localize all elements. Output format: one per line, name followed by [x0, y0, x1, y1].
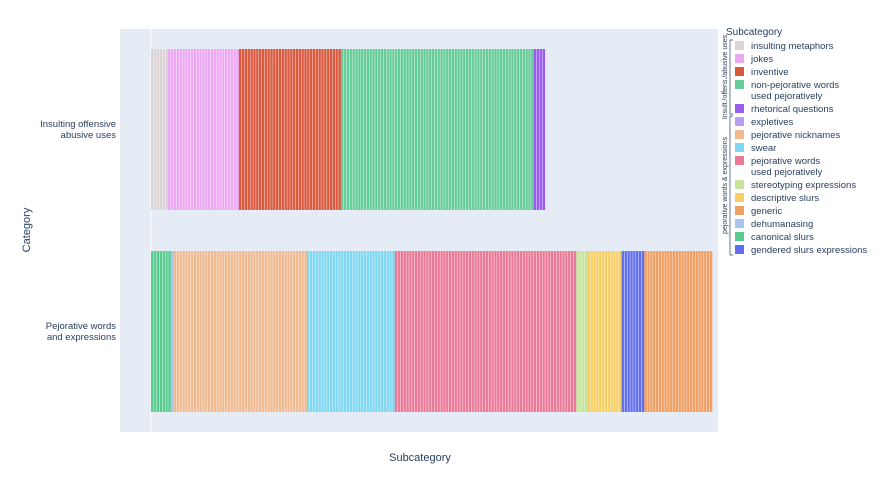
- legend-item-inventive[interactable]: inventive: [751, 67, 789, 78]
- y-axis-title: Category: [21, 207, 33, 252]
- bar-swear-2[interactable]: [306, 251, 395, 412]
- legend-swatch-pejorative-words-used-pejoratively[interactable]: [735, 156, 744, 165]
- x-axis-title: Subcategory: [389, 452, 451, 464]
- legend: Subcategory insulting metaphors jokes inve…: [722, 27, 867, 256]
- category-ticks: Insulting offensive abusive uses Pejorativ…: [40, 119, 116, 343]
- legend-item-stereotyping-expressions[interactable]: stereotyping expressions: [751, 180, 856, 191]
- legend-item-insulting-metaphors[interactable]: insulting metaphors: [751, 41, 834, 52]
- legend-item-dehumanasing[interactable]: dehumanasing: [751, 219, 813, 230]
- legend-item-rhetorical-questions[interactable]: rhetorical questions: [751, 104, 834, 115]
- legend-item-pejorative-nicknames[interactable]: pejorative nicknames: [751, 130, 840, 141]
- legend-item-canonical-slurs[interactable]: canonical slurs: [751, 232, 814, 243]
- bar-pejorative-nicknames-2[interactable]: [173, 251, 307, 412]
- legend-swatch-canonical-slurs[interactable]: [735, 232, 744, 241]
- legend-swatch-descriptive-slurs[interactable]: [735, 193, 744, 202]
- legend-swatch-stereotyping-expressions[interactable]: [735, 180, 744, 189]
- legend-group-bracket: [729, 39, 733, 115]
- legend-swatch-gendered-slurs-expressions[interactable]: [735, 245, 744, 254]
- legend-group-bracket: [729, 115, 733, 256]
- legend-item-swear[interactable]: swear: [751, 143, 776, 154]
- category-tick-label: Insulting offensive abusive uses: [40, 119, 116, 141]
- legend-swatch-pejorative-nicknames[interactable]: [735, 130, 744, 139]
- legend-item-pejorative-words-used-pejoratively[interactable]: pejorative words used pejoratively: [751, 156, 823, 178]
- legend-item-non-pejorative-words-used-pejoratively[interactable]: non-pejorative words used pejoratively: [751, 80, 839, 102]
- legend-group-title: Insult./offens./abusive uses: [722, 34, 729, 119]
- category-tick-label: Pejorative words and expressions: [46, 321, 116, 343]
- legend-item-gendered-slurs-expressions[interactable]: gendered slurs expressions: [751, 245, 867, 256]
- legend-swatch-generic[interactable]: [735, 206, 744, 215]
- bar-jokes-1[interactable]: [168, 49, 239, 210]
- legend-item-expletives[interactable]: expletives: [751, 117, 793, 128]
- legend-swatch-non-pejorative-words-used-pejoratively[interactable]: [735, 80, 744, 89]
- legend-swatch-jokes[interactable]: [735, 54, 744, 63]
- legend-swatch-inventive[interactable]: [735, 67, 744, 76]
- legend-swatch-expletives[interactable]: [735, 117, 744, 126]
- legend-item-generic[interactable]: generic: [751, 206, 782, 217]
- legend-item-descriptive-slurs[interactable]: descriptive slurs: [751, 193, 819, 204]
- legend-item-jokes[interactable]: jokes: [750, 54, 773, 65]
- legend-group-title: pejorative words & expressions: [722, 137, 729, 234]
- bars-layer: [151, 49, 713, 412]
- legend-swatch-insulting-metaphors[interactable]: [735, 41, 744, 50]
- legend-swatch-rhetorical-questions[interactable]: [735, 104, 744, 113]
- legend-swatch-swear[interactable]: [735, 143, 744, 152]
- bar-dehumanasing-2[interactable]: [170, 251, 174, 412]
- legend-swatch-dehumanasing[interactable]: [735, 219, 744, 228]
- legend-title: Subcategory: [726, 27, 782, 38]
- bar-canonical-slurs-2[interactable]: [151, 251, 171, 412]
